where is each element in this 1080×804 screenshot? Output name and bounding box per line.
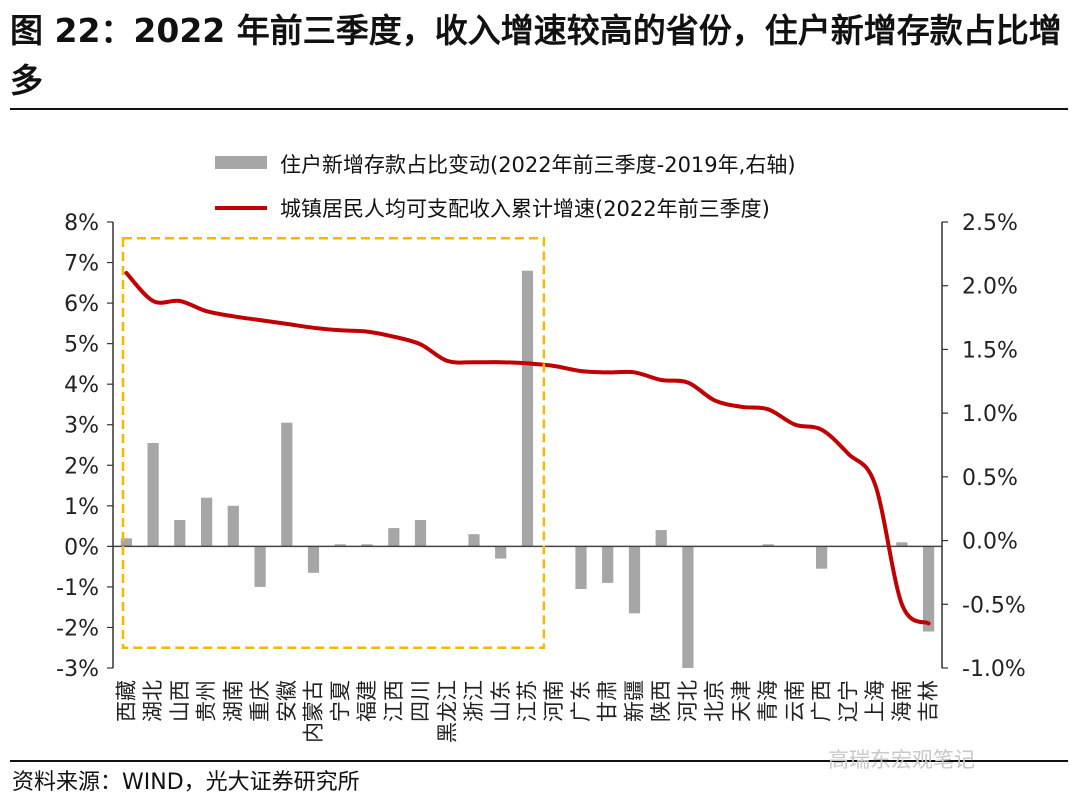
x-tick-label: 广东 bbox=[569, 680, 593, 722]
x-tick-label: 宁夏 bbox=[328, 680, 352, 722]
bar-海南 bbox=[896, 542, 908, 547]
x-tick-label: 新疆 bbox=[622, 680, 646, 722]
x-tick-label: 辽宁 bbox=[836, 680, 860, 722]
x-tick-label: 四川 bbox=[409, 680, 433, 722]
bar-浙江 bbox=[468, 534, 480, 547]
right-tick-label: -1.0% bbox=[962, 657, 1026, 682]
left-tick-label: 2% bbox=[64, 454, 99, 479]
left-y-axis: 8% 7% 6% 5% 4% 3% 2% 1% 0% -1% -2% -3% bbox=[56, 211, 114, 682]
left-tick-label: -1% bbox=[56, 576, 99, 601]
x-tick-label: 上海 bbox=[863, 680, 887, 722]
bar-陕西 bbox=[655, 530, 667, 547]
x-axis-labels: 西藏 湖北 山西 贵州 湖南 重庆 安徽 内蒙古 宁夏 福建 江西 四川 黑龙江 浙江 山东 江苏 河南 广东 甘肃… bbox=[114, 680, 940, 743]
right-tick-label: 0.5% bbox=[962, 466, 1018, 491]
legend-line-label: 城镇居民人均可支配收入累计增速(2022年前三季度) bbox=[280, 197, 770, 221]
x-tick-label: 内蒙古 bbox=[302, 680, 326, 743]
bar-河北 bbox=[682, 546, 694, 668]
figure-title: 图 22：2022 年前三季度，收入增速较高的省份，住户新增存款占比增多 bbox=[10, 11, 1062, 100]
bar-青海 bbox=[762, 544, 774, 547]
bar-福建 bbox=[361, 544, 373, 547]
bar-湖南 bbox=[227, 505, 239, 547]
right-tick-label: 2.0% bbox=[962, 275, 1018, 300]
title-divider bbox=[10, 108, 1068, 110]
x-tick-label: 湖南 bbox=[221, 680, 245, 722]
watermark: 高瑞东宏观笔记 bbox=[828, 748, 975, 772]
right-tick-label: 1.5% bbox=[962, 338, 1018, 363]
bar-内蒙古 bbox=[307, 546, 320, 573]
highlight-box bbox=[121, 236, 546, 649]
x-tick-label: 天津 bbox=[729, 680, 753, 722]
bar-山西 bbox=[174, 520, 186, 547]
bar-山东 bbox=[495, 546, 507, 559]
bar-湖北 bbox=[147, 443, 159, 547]
bar-series bbox=[120, 270, 935, 668]
left-tick-label: 7% bbox=[64, 252, 99, 277]
left-tick-label: 3% bbox=[64, 414, 99, 439]
x-tick-label: 吉林 bbox=[917, 680, 941, 722]
x-tick-label: 甘肃 bbox=[596, 680, 620, 722]
bar-四川 bbox=[414, 520, 427, 547]
bar-重庆 bbox=[254, 546, 266, 587]
bar-江苏 bbox=[521, 270, 534, 547]
right-tick-label: 2.5% bbox=[962, 211, 1018, 236]
income-growth-line bbox=[124, 271, 931, 626]
bar-甘肃 bbox=[602, 546, 614, 583]
left-tick-label: 0% bbox=[64, 535, 99, 560]
bar-贵州 bbox=[201, 497, 213, 547]
left-tick-label: 1% bbox=[64, 495, 99, 520]
x-tick-label: 浙江 bbox=[462, 680, 486, 722]
x-tick-label: 河南 bbox=[542, 680, 566, 722]
x-tick-label: 青海 bbox=[756, 680, 780, 722]
right-tick-label: -0.5% bbox=[962, 593, 1026, 618]
x-tick-label: 湖北 bbox=[141, 680, 165, 722]
x-tick-label: 江苏 bbox=[516, 680, 540, 722]
right-tick-label: 1.0% bbox=[962, 402, 1018, 427]
left-tick-label: -2% bbox=[56, 616, 99, 641]
x-tick-label: 河北 bbox=[676, 680, 700, 722]
highlight-box-rect bbox=[121, 236, 546, 649]
bar-广东 bbox=[575, 546, 587, 589]
legend-bar-label: 住户新增存款占比变动(2022年前三季度-2019年,右轴) bbox=[280, 153, 796, 177]
right-tick-label: 0.0% bbox=[962, 530, 1018, 555]
x-tick-label: 广西 bbox=[810, 680, 834, 722]
left-tick-label: 8% bbox=[64, 211, 99, 236]
bar-吉林 bbox=[923, 546, 935, 632]
x-tick-label: 北京 bbox=[703, 680, 727, 722]
x-tick-label: 安徽 bbox=[275, 680, 299, 722]
x-tick-label: 江西 bbox=[382, 680, 406, 722]
x-tick-label: 福建 bbox=[355, 680, 379, 722]
x-tick-label: 西藏 bbox=[114, 680, 138, 722]
bar-江西 bbox=[388, 528, 400, 547]
x-tick-label: 贵州 bbox=[195, 680, 219, 722]
bar-安徽 bbox=[281, 422, 293, 547]
bar-新疆 bbox=[628, 546, 641, 614]
x-tick-label: 云南 bbox=[783, 680, 807, 722]
x-tick-label: 陕西 bbox=[649, 680, 673, 722]
right-y-axis: 2.5% 2.0% 1.5% 1.0% 0.5% 0.0% -0.5% -1.0% bbox=[941, 211, 1026, 682]
source-note: 资料来源：WIND，光大证券研究所 bbox=[12, 770, 360, 795]
bar-广西 bbox=[816, 546, 828, 569]
bar-西藏 bbox=[120, 538, 132, 547]
x-tick-label: 重庆 bbox=[248, 680, 272, 722]
line-series bbox=[124, 271, 931, 626]
legend-bar-swatch bbox=[215, 156, 267, 169]
x-tick-label: 黑龙江 bbox=[435, 680, 459, 743]
left-tick-label: 4% bbox=[64, 373, 99, 398]
x-tick-label: 山东 bbox=[489, 680, 513, 722]
left-tick-label: 6% bbox=[64, 292, 99, 317]
left-tick-label: 5% bbox=[64, 333, 99, 358]
x-tick-label: 山西 bbox=[168, 680, 192, 722]
bar-宁夏 bbox=[334, 544, 346, 547]
bottom-divider bbox=[10, 760, 1068, 762]
chart-legend: 住户新增存款占比变动(2022年前三季度-2019年,右轴) 城镇居民人均可支配… bbox=[215, 153, 796, 221]
x-tick-label: 海南 bbox=[890, 680, 914, 722]
left-tick-label: -3% bbox=[56, 657, 99, 682]
